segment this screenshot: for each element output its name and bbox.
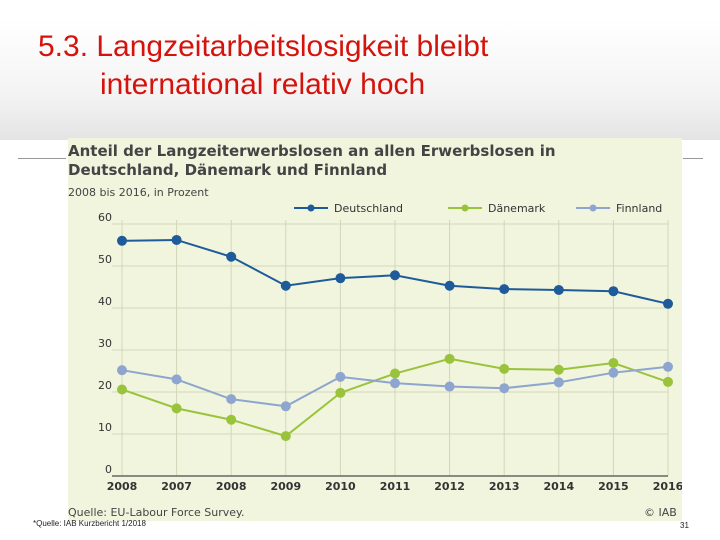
x-tick-label-6: 2012 bbox=[434, 480, 465, 493]
chart-source: Quelle: EU-Labour Force Survey. bbox=[68, 506, 245, 519]
axis-layer: 0 10 20 30 40 50 60 2008 2007 2008 2009 2010 2011 201… bbox=[98, 211, 682, 493]
series-0-point-9 bbox=[608, 286, 619, 297]
legend-swatch-marker-2 bbox=[589, 204, 597, 212]
series-2-point-3 bbox=[280, 401, 291, 412]
series-1-point-1 bbox=[171, 403, 182, 414]
slide-title-band: 5.3. Langzeitarbeitslosigkeit bleibt int… bbox=[0, 20, 720, 140]
x-tick-label-8: 2014 bbox=[543, 480, 574, 493]
series-1-point-0 bbox=[117, 384, 127, 395]
series-0-point-10 bbox=[663, 298, 673, 309]
legend-label-2: Finnland bbox=[616, 202, 662, 215]
y-tick-label-30: 30 bbox=[98, 337, 112, 350]
series-1-point-5 bbox=[390, 368, 400, 379]
x-tick-label-3: 2009 bbox=[270, 480, 301, 493]
series-2-point-6 bbox=[444, 381, 455, 392]
divider-right bbox=[683, 158, 703, 159]
series-2-point-4 bbox=[335, 371, 346, 382]
chart-copyright: © IAB bbox=[644, 506, 677, 519]
page-number: 31 bbox=[680, 521, 689, 530]
y-tick-label-20: 20 bbox=[98, 379, 112, 392]
series-1-point-9 bbox=[608, 358, 619, 369]
series-0-point-3 bbox=[280, 280, 291, 291]
x-tick-label-9: 2015 bbox=[598, 480, 629, 493]
series-layer bbox=[117, 234, 673, 442]
x-tick-label-7: 2013 bbox=[489, 480, 520, 493]
y-tick-label-60: 60 bbox=[98, 211, 112, 224]
series-1-point-3 bbox=[280, 431, 291, 442]
series-1-point-8 bbox=[553, 364, 564, 375]
legend-label-1: Dänemark bbox=[488, 202, 546, 215]
slide-title-line-1: 5.3. Langzeitarbeitslosigkeit bleibt bbox=[38, 30, 489, 63]
x-tick-label-4: 2010 bbox=[325, 480, 356, 493]
chart-panel: Anteil der Langzeiterwerbslosen an allen… bbox=[68, 138, 682, 521]
legend-layer: Deutschland Dänemark Finnland bbox=[294, 202, 662, 215]
series-1-point-4 bbox=[335, 387, 346, 398]
series-2-point-5 bbox=[390, 378, 400, 389]
chart-title-line-2: Deutschland, Dänemark und Finnland bbox=[68, 161, 388, 179]
x-tick-label-1: 2007 bbox=[161, 480, 192, 493]
x-tick-label-2: 2008 bbox=[216, 480, 247, 493]
chart-subtitle: 2008 bis 2016, in Prozent bbox=[68, 186, 209, 199]
series-0-point-2 bbox=[226, 251, 237, 262]
series-1-point-10 bbox=[663, 376, 673, 387]
series-0-point-1 bbox=[171, 234, 182, 245]
series-2-point-1 bbox=[171, 374, 182, 385]
y-tick-label-50: 50 bbox=[98, 253, 112, 266]
series-2-point-0 bbox=[117, 365, 127, 376]
y-tick-label-0: 0 bbox=[105, 463, 112, 476]
legend-label-0: Deutschland bbox=[334, 202, 403, 215]
series-1-point-6 bbox=[444, 353, 455, 364]
x-tick-label-10: 2016 bbox=[653, 480, 682, 493]
series-1-point-7 bbox=[499, 363, 510, 374]
series-0-point-5 bbox=[390, 270, 400, 281]
series-0-point-6 bbox=[444, 280, 455, 291]
chart-title-line-1: Anteil der Langzeiterwerbslosen an allen… bbox=[68, 142, 556, 160]
series-2-point-8 bbox=[553, 377, 564, 388]
series-1-point-2 bbox=[226, 414, 237, 425]
y-tick-label-10: 10 bbox=[98, 421, 112, 434]
series-0-point-8 bbox=[553, 284, 564, 295]
legend-swatch-marker-1 bbox=[461, 204, 469, 212]
series-2-point-7 bbox=[499, 383, 510, 394]
series-2-point-2 bbox=[226, 394, 237, 405]
series-0-point-4 bbox=[335, 273, 346, 284]
x-tick-label-5: 2011 bbox=[380, 480, 411, 493]
grid-layer bbox=[112, 220, 669, 477]
footnote: *Quelle: IAB Kurzbericht 1/2018 bbox=[33, 519, 146, 528]
series-0-point-0 bbox=[117, 235, 127, 246]
legend-swatch-marker-0 bbox=[307, 204, 315, 212]
line-chart: 0 10 20 30 40 50 60 2008 2007 2008 2009 2010 2011 201… bbox=[98, 202, 682, 493]
series-2-point-9 bbox=[608, 367, 619, 378]
series-2-point-10 bbox=[663, 361, 673, 372]
x-tick-label-0: 2008 bbox=[107, 480, 138, 493]
series-0-point-7 bbox=[499, 284, 510, 295]
divider-left bbox=[18, 158, 66, 159]
slide-title-line-2: international relativ hoch bbox=[100, 68, 426, 101]
y-tick-label-40: 40 bbox=[98, 295, 112, 308]
